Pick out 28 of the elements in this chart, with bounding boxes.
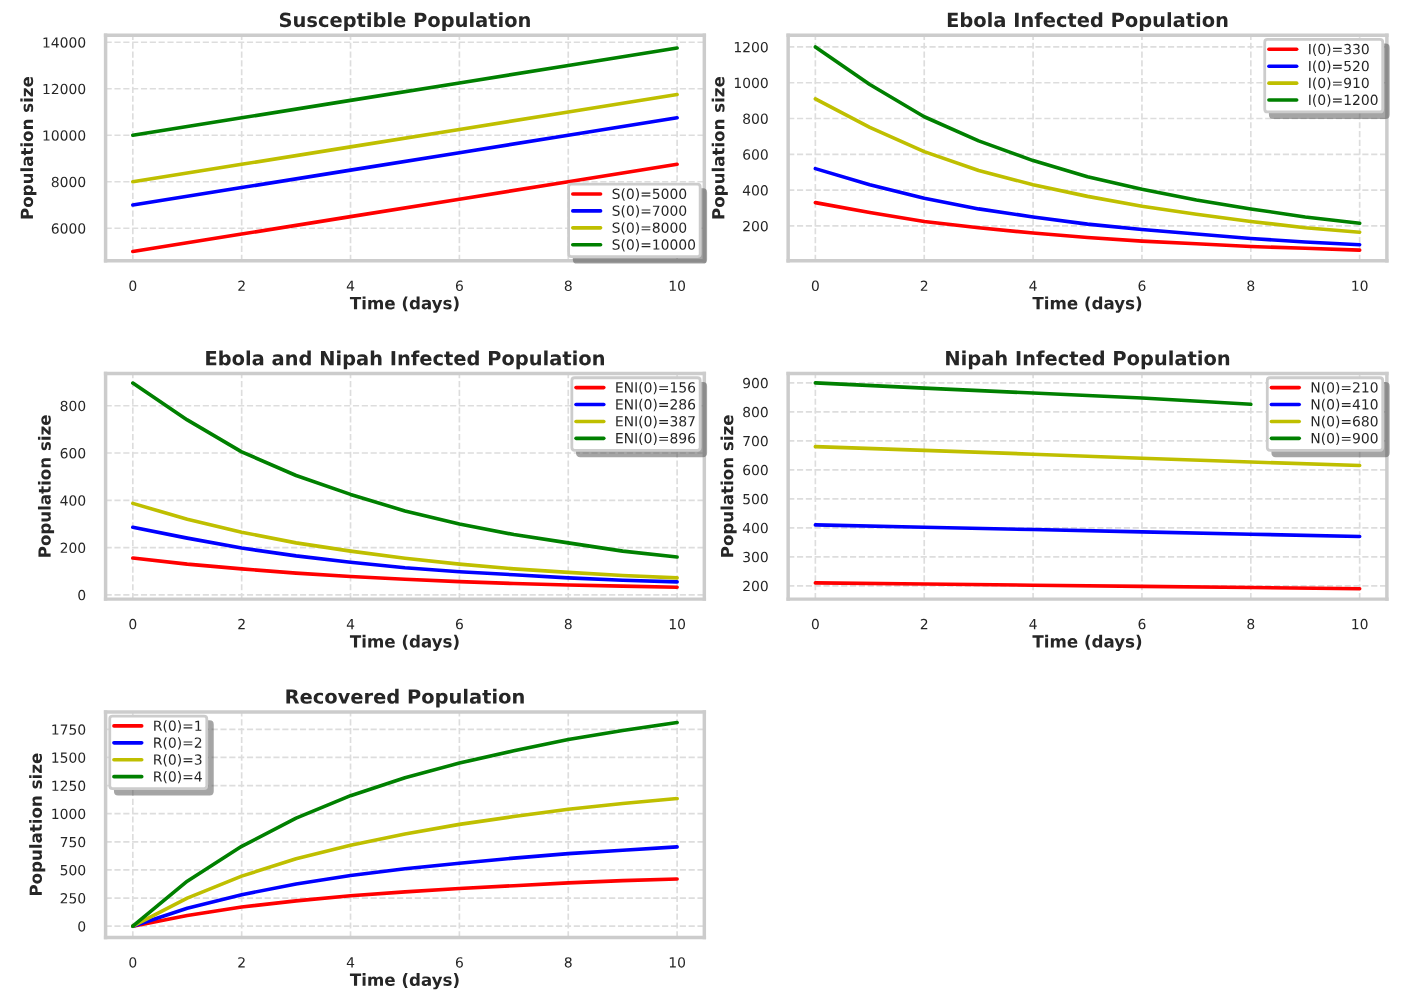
line-series [131,845,679,928]
line-series [131,877,679,928]
line-series [131,525,679,584]
chart-title: Recovered Population [286,688,524,708]
line-series [131,720,679,928]
line-series [131,796,679,928]
y-axis-title: Population size [37,415,55,557]
x-axis-title: Time (days) [349,634,459,652]
line-series [131,556,679,590]
chart-title: Nipah Infected Population [946,350,1230,370]
y-axis-title: Population size [711,76,728,219]
x-axis-title: Time (days) [1032,296,1142,313]
line-series [131,46,679,138]
line-series [813,381,1253,407]
line-series [813,166,1362,247]
chart-title: Ebola and Nipah Infected Population [206,350,604,370]
x-axis-title: Time (days) [1032,634,1142,652]
x-axis-title: Time (days) [349,296,459,313]
line-series [813,444,1362,468]
y-axis-title: Population size [29,753,46,896]
line-series [131,501,679,580]
y-axis-title: Population size [20,76,37,219]
line-series [131,92,679,184]
y-axis-title: Population size [720,415,737,557]
line-series [813,200,1362,252]
x-axis-title: Time (days) [349,973,459,990]
chart-title: Ebola Infected Population [947,12,1228,31]
chart-title: Susceptible Population [279,12,530,31]
